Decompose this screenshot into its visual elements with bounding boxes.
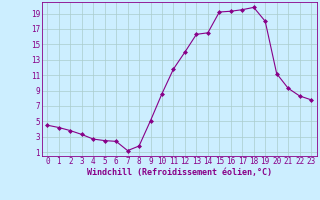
X-axis label: Windchill (Refroidissement éolien,°C): Windchill (Refroidissement éolien,°C) (87, 168, 272, 177)
